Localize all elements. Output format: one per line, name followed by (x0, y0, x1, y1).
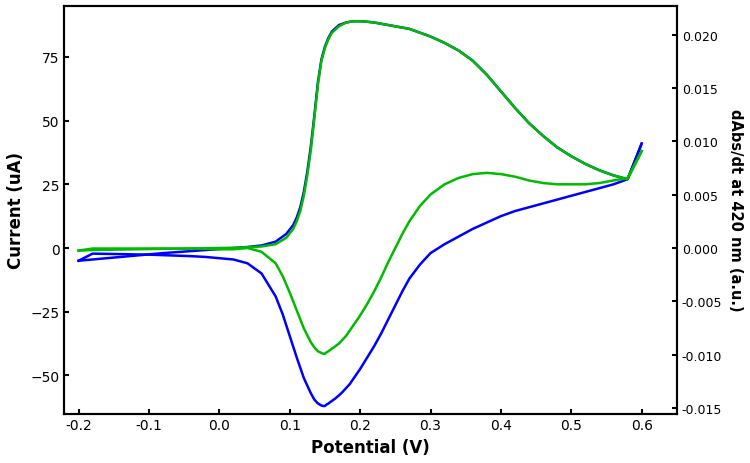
Y-axis label: Current (uA): Current (uA) (7, 152, 25, 269)
Y-axis label: dAbs/dt at 420 nm (a.u.): dAbs/dt at 420 nm (a.u.) (728, 109, 743, 312)
X-axis label: Potential (V): Potential (V) (311, 438, 430, 456)
